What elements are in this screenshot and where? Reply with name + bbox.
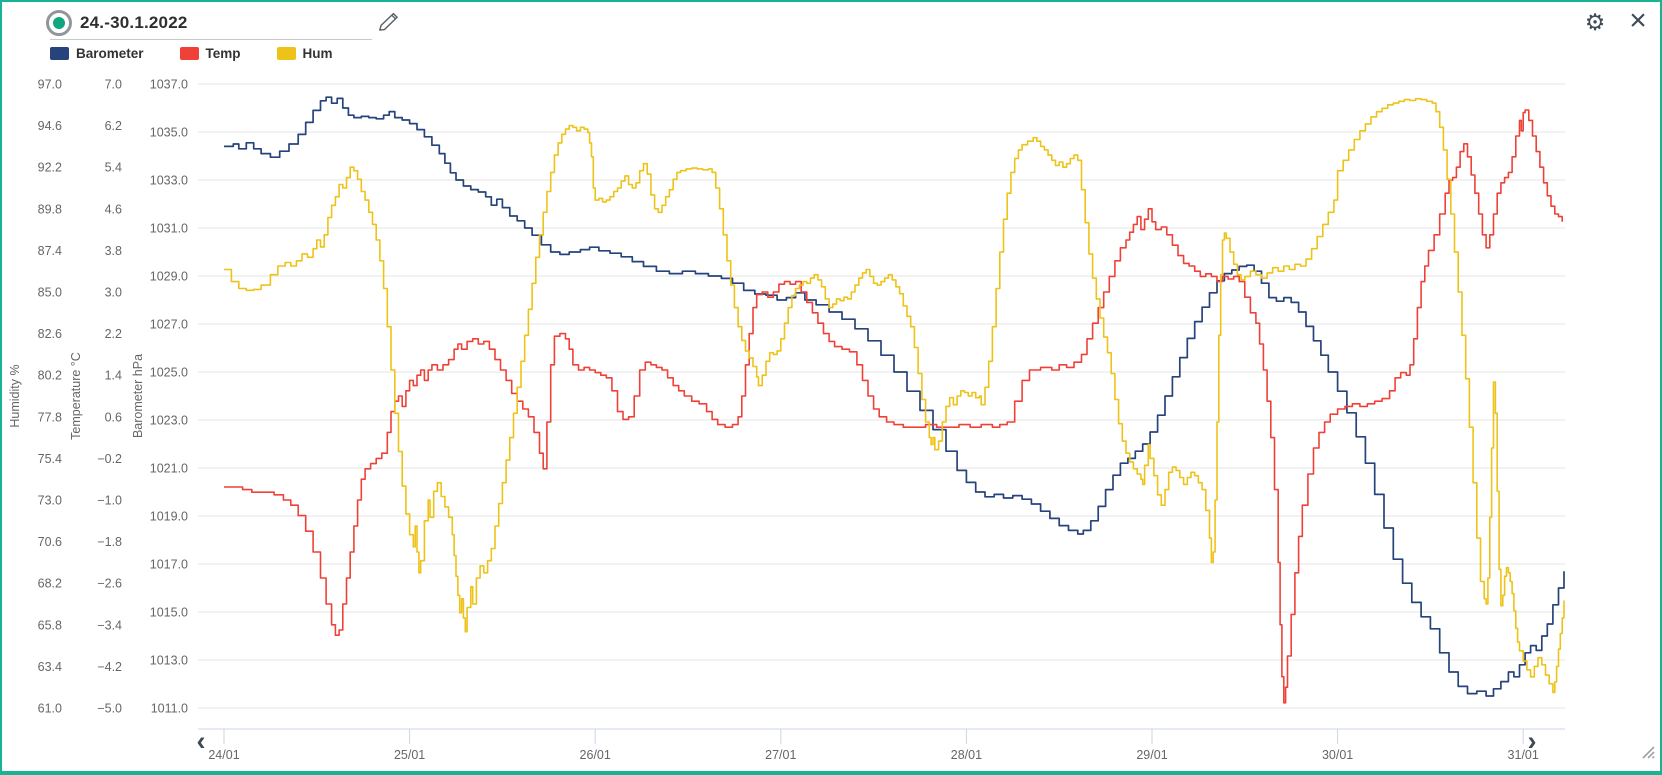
svg-text:−1.0: −1.0 <box>97 494 122 508</box>
svg-text:3.8: 3.8 <box>105 244 122 258</box>
edit-pencil-icon[interactable] <box>378 10 402 34</box>
svg-text:3.0: 3.0 <box>105 286 122 300</box>
svg-text:1029.0: 1029.0 <box>150 270 188 284</box>
y-axis-labels-hum: 97.0 94.6 92.2 89.8 87.4 85.0 82.6 80.2 77.8 75.4… <box>38 78 62 716</box>
y-axis-title-hum: Humidity % <box>8 364 22 427</box>
svg-text:6.2: 6.2 <box>105 119 122 133</box>
svg-text:1019.0: 1019.0 <box>150 510 188 524</box>
y-axis-labels-baro: 1037.0 1035.0 1033.0 1031.0 1029.0 1027.0 1025… <box>150 78 188 716</box>
svg-text:75.4: 75.4 <box>38 452 62 466</box>
series-line-temp[interactable] <box>224 109 1563 704</box>
legend-swatch-hum-icon <box>276 47 296 60</box>
y-axis-title-temp: Temperature °C <box>69 352 83 440</box>
legend-item-hum[interactable]: Hum <box>276 46 333 61</box>
svg-text:−4.2: −4.2 <box>97 660 122 674</box>
svg-text:27/01: 27/01 <box>765 748 796 762</box>
svg-text:1027.0: 1027.0 <box>150 318 188 332</box>
scroll-right-chevron-icon[interactable]: › <box>1527 726 1537 756</box>
y-axis-title-baro: Barometer hPa <box>131 354 145 438</box>
svg-text:1037.0: 1037.0 <box>150 78 188 92</box>
svg-text:1025.0: 1025.0 <box>150 366 188 380</box>
legend-item-barometer[interactable]: Barometer <box>50 46 144 61</box>
date-range-input[interactable]: 24.-30.1.2022 <box>50 6 372 40</box>
svg-text:24/01: 24/01 <box>208 748 239 762</box>
legend-label: Hum <box>302 46 333 61</box>
svg-text:1015.0: 1015.0 <box>150 606 188 620</box>
svg-text:−1.8: −1.8 <box>97 535 122 549</box>
svg-text:94.6: 94.6 <box>38 119 62 133</box>
svg-text:70.6: 70.6 <box>38 535 62 549</box>
svg-text:31/01: 31/01 <box>1508 748 1539 762</box>
svg-text:−5.0: −5.0 <box>97 702 122 716</box>
svg-text:30/01: 30/01 <box>1322 748 1353 762</box>
svg-text:63.4: 63.4 <box>38 660 62 674</box>
svg-text:97.0: 97.0 <box>38 78 62 92</box>
series-line-barometer[interactable] <box>224 96 1565 697</box>
svg-text:5.4: 5.4 <box>105 161 122 175</box>
svg-text:1033.0: 1033.0 <box>150 174 188 188</box>
svg-text:2.2: 2.2 <box>105 327 122 341</box>
legend: Barometer Temp Hum <box>50 46 333 61</box>
svg-text:65.8: 65.8 <box>38 618 62 632</box>
svg-text:25/01: 25/01 <box>394 748 425 762</box>
header: 24.-30.1.2022 ⚙ × <box>2 2 1660 44</box>
scroll-left-chevron-icon[interactable]: ‹ <box>196 726 206 756</box>
settings-gear-icon[interactable]: ⚙ <box>1584 9 1606 35</box>
svg-text:92.2: 92.2 <box>38 161 62 175</box>
svg-text:80.2: 80.2 <box>38 369 62 383</box>
svg-text:−2.6: −2.6 <box>97 577 122 591</box>
svg-text:4.6: 4.6 <box>105 202 122 216</box>
series-line-hum[interactable] <box>224 97 1565 694</box>
svg-text:−0.2: −0.2 <box>97 452 122 466</box>
svg-text:89.8: 89.8 <box>38 202 62 216</box>
legend-label: Temp <box>205 46 241 61</box>
svg-text:28/01: 28/01 <box>951 748 982 762</box>
svg-text:73.0: 73.0 <box>38 494 62 508</box>
svg-text:77.8: 77.8 <box>38 410 62 424</box>
svg-text:−3.4: −3.4 <box>97 618 122 632</box>
y-axis-labels-temp: 7.0 6.2 5.4 4.6 3.8 3.0 2.2 1.4 0.6 −0.2 −1.0 −1.8 −… <box>97 78 122 716</box>
svg-text:0.6: 0.6 <box>105 410 122 424</box>
svg-text:1021.0: 1021.0 <box>150 462 188 476</box>
radio-button[interactable] <box>46 10 72 36</box>
svg-text:82.6: 82.6 <box>38 327 62 341</box>
legend-swatch-temp-icon <box>179 47 199 60</box>
date-range-value: 24.-30.1.2022 <box>80 13 188 32</box>
svg-text:1011.0: 1011.0 <box>151 702 188 716</box>
svg-text:1031.0: 1031.0 <box>150 222 188 236</box>
legend-swatch-barometer-icon <box>50 47 69 60</box>
svg-text:1035.0: 1035.0 <box>150 126 188 140</box>
close-icon[interactable]: × <box>1629 4 1647 37</box>
svg-text:1013.0: 1013.0 <box>150 654 188 668</box>
svg-text:85.0: 85.0 <box>38 286 62 300</box>
svg-text:29/01: 29/01 <box>1136 748 1167 762</box>
svg-text:68.2: 68.2 <box>38 577 62 591</box>
svg-text:7.0: 7.0 <box>105 78 122 92</box>
svg-text:87.4: 87.4 <box>38 244 62 258</box>
resize-handle-icon[interactable] <box>1639 743 1655 759</box>
svg-text:26/01: 26/01 <box>580 748 611 762</box>
gridlines <box>198 83 1565 709</box>
legend-label: Barometer <box>76 46 144 61</box>
x-axis-labels: 24/01 25/01 26/01 27/01 28/01 29/01 30/01 31/01 <box>208 729 1539 762</box>
legend-item-temp[interactable]: Temp <box>179 46 241 61</box>
svg-text:1.4: 1.4 <box>105 369 122 383</box>
radio-dot-icon <box>53 17 65 29</box>
svg-text:61.0: 61.0 <box>38 702 62 716</box>
svg-text:1017.0: 1017.0 <box>150 558 188 572</box>
svg-text:1023.0: 1023.0 <box>150 414 188 428</box>
